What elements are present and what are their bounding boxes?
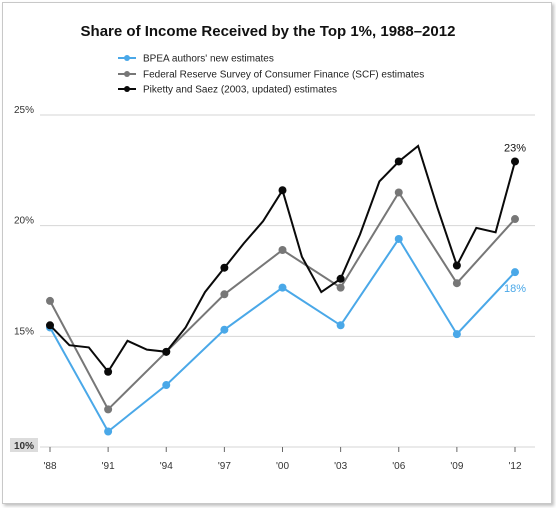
data-point (278, 246, 287, 255)
series-line (49, 237, 516, 434)
legend-swatch-dot (124, 55, 130, 61)
data-point (162, 347, 171, 356)
data-point (220, 290, 229, 299)
data-point (104, 367, 113, 376)
x-tick-label: '91 (102, 461, 115, 472)
series-2 (46, 144, 519, 376)
data-point (336, 321, 345, 330)
data-point (278, 283, 287, 292)
data-point (336, 283, 345, 292)
y-tick-label: 25% (14, 105, 34, 116)
series-0 (46, 234, 519, 436)
legend-swatch-dot (124, 71, 130, 77)
data-point (46, 321, 54, 330)
data-point (220, 263, 229, 272)
x-tick-label: '03 (334, 461, 347, 472)
gridlines (40, 114, 535, 448)
x-tick-label: '06 (392, 461, 405, 472)
data-point (104, 405, 113, 414)
legend-label: Federal Reserve Survey of Consumer Finan… (143, 70, 424, 81)
data-point (394, 157, 403, 166)
data-point (511, 215, 519, 224)
x-axis: '88 '91 '94 '97 '00 '03 '06 '09 '12 (43, 447, 522, 472)
chart-title: Share of Income Received by the Top 1%, … (81, 23, 456, 40)
data-point (511, 268, 519, 277)
data-point (394, 188, 403, 197)
legend-label: Piketty and Saez (2003, updated) estimat… (143, 85, 337, 96)
x-tick-label: '00 (276, 461, 289, 472)
data-point (452, 330, 461, 339)
y-axis: 25% 20% 15% 10% (10, 105, 38, 452)
legend-label: BPEA authors' new estimates (143, 54, 274, 65)
y-tick-label: 15% (14, 326, 34, 337)
data-label: 18% (504, 283, 526, 295)
x-tick-label: '94 (160, 461, 173, 472)
x-tick-label: '97 (218, 461, 231, 472)
data-label: 23% (504, 142, 526, 154)
x-tick-label: '09 (450, 461, 463, 472)
data-point (336, 274, 345, 283)
legend: BPEA authors' new estimates Federal Reser… (118, 54, 424, 96)
data-point (394, 234, 403, 243)
series-lines (46, 144, 519, 436)
y-tick-label-bg (10, 438, 38, 452)
y-tick-label: 10% (14, 441, 34, 452)
data-point (46, 296, 54, 305)
data-point (511, 157, 519, 166)
x-tick-label: '12 (508, 461, 521, 472)
annotations: 23% 18% (504, 142, 526, 295)
x-tick-label: '88 (43, 461, 56, 472)
data-point (104, 427, 113, 436)
series-line (49, 144, 516, 374)
y-tick-label: 20% (14, 216, 34, 227)
data-point (162, 381, 171, 390)
series-1 (46, 188, 519, 414)
legend-swatch-dot (124, 86, 130, 92)
data-point (452, 261, 461, 270)
data-point (452, 279, 461, 288)
data-point (220, 325, 229, 334)
data-point (278, 186, 287, 195)
series-line (49, 190, 516, 412)
